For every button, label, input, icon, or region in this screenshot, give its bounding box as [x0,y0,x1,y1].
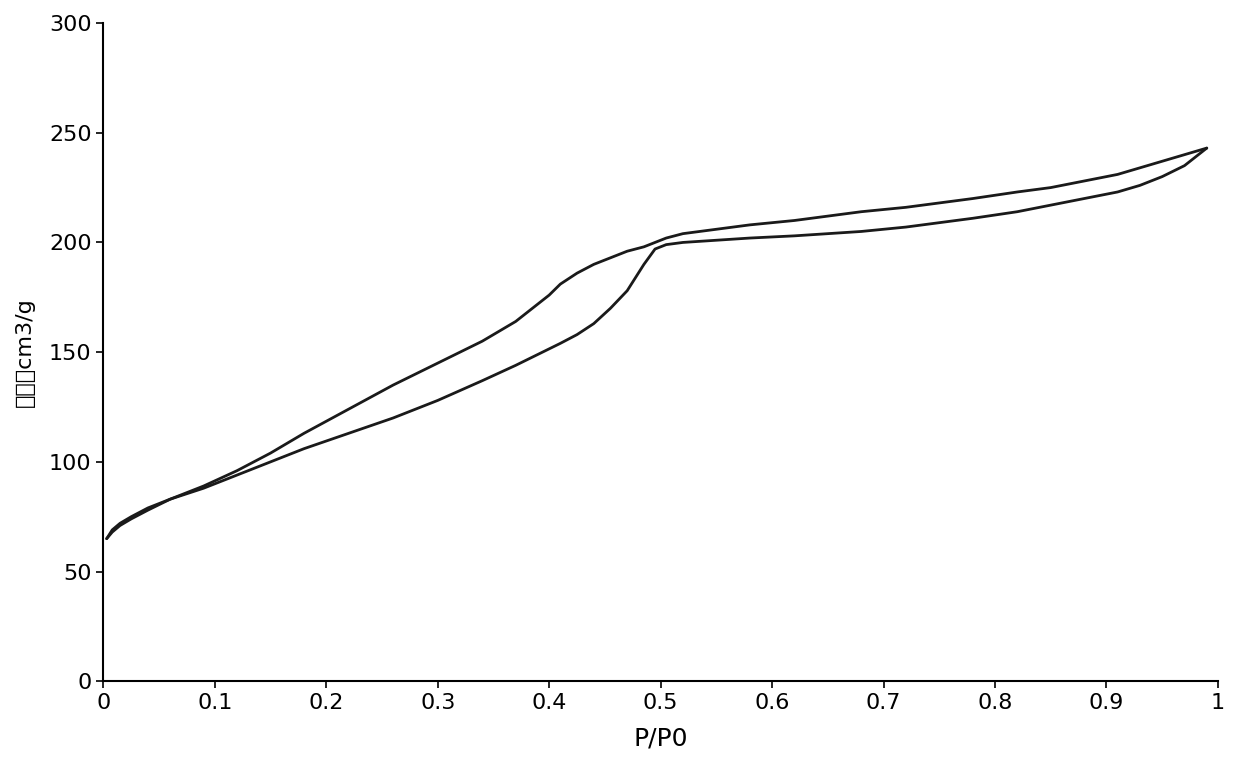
Y-axis label: 吸附量cm3/g: 吸附量cm3/g [15,297,35,407]
X-axis label: P/P0: P/P0 [634,727,688,751]
